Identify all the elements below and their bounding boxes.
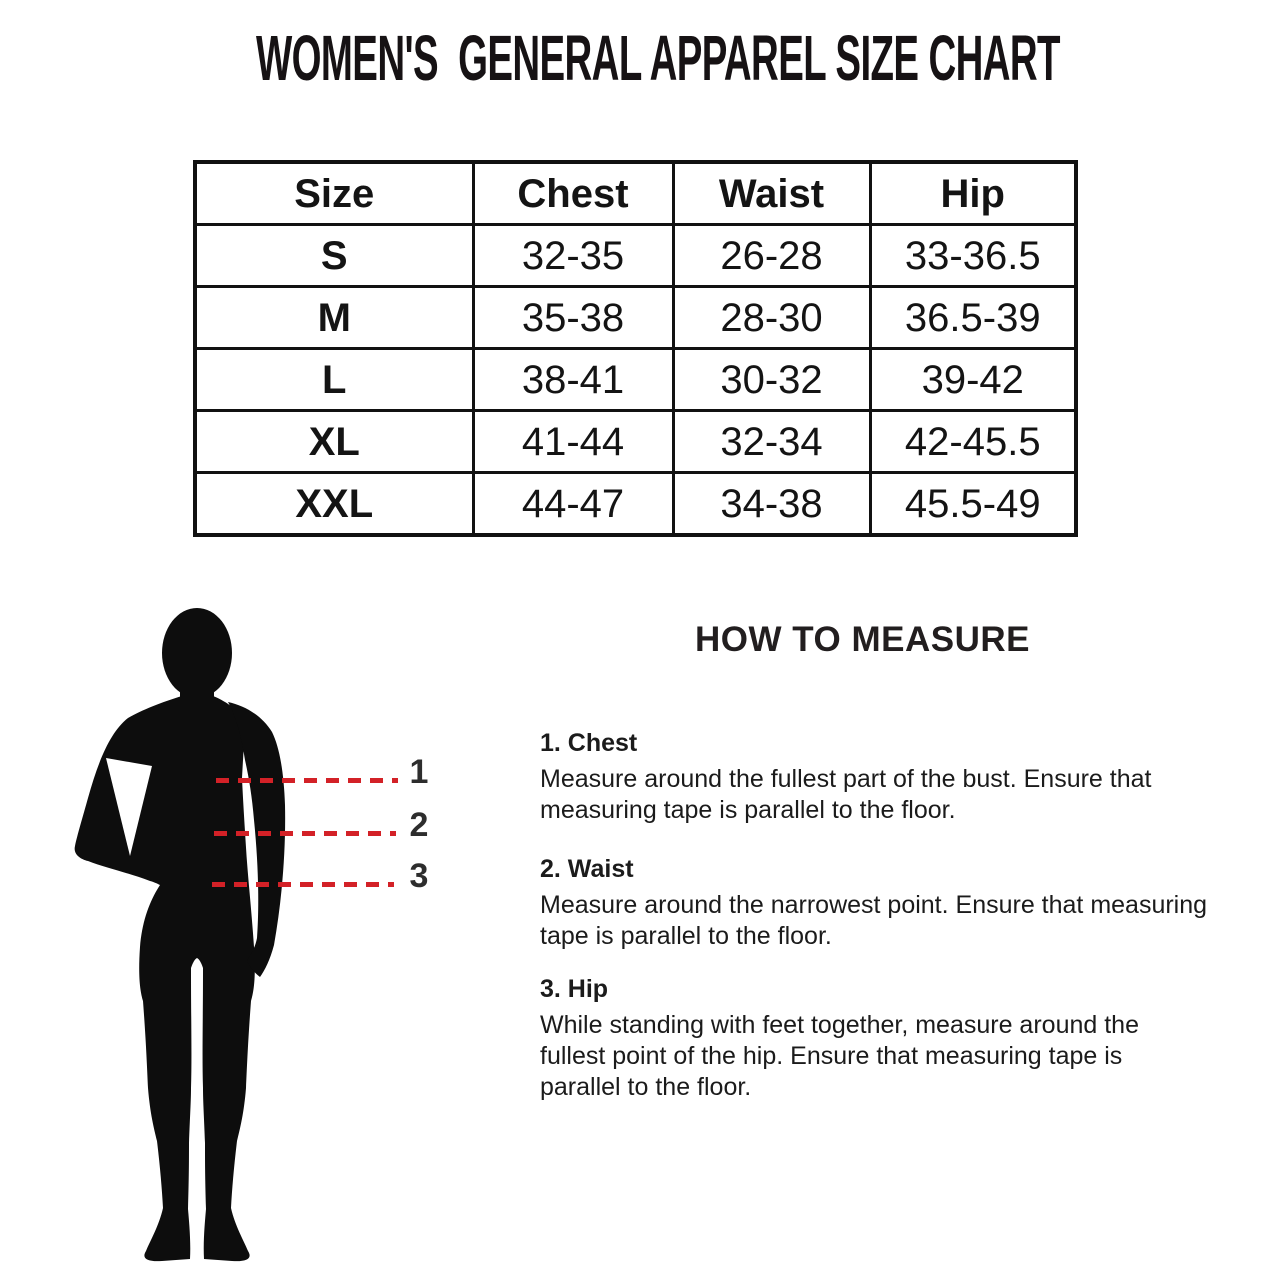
table-row-l: L 38-41 30-32 39-42 bbox=[193, 347, 1078, 412]
waist-value: 28-30 bbox=[671, 285, 872, 350]
size-label: XXL bbox=[193, 471, 475, 537]
chest-value: 35-38 bbox=[471, 285, 675, 350]
table-header-row: Size Chest Waist Hip bbox=[193, 160, 1078, 226]
size-label: L bbox=[193, 347, 475, 412]
measure-section-chest-text: Measure around the fullest part of the b… bbox=[540, 765, 1152, 824]
measurement-marker-2: 2 bbox=[409, 806, 429, 844]
table-row-s: S 32-35 26-28 33-36.5 bbox=[193, 223, 1078, 288]
measure-section-waist-label: 2. Waist bbox=[540, 855, 634, 883]
silhouette-head bbox=[162, 608, 232, 698]
measure-section-waist: 2. Waist Measure around the narrowest po… bbox=[540, 855, 1220, 952]
arm-torso-gap bbox=[106, 758, 152, 856]
measure-section-hip: 3. Hip While standing with feet together… bbox=[540, 975, 1220, 1103]
hip-value: 36.5-39 bbox=[868, 285, 1078, 350]
waist-value: 30-32 bbox=[671, 347, 872, 412]
size-label: M bbox=[193, 285, 475, 350]
chest-value: 41-44 bbox=[471, 409, 675, 474]
table-row-m: M 35-38 28-30 36.5-39 bbox=[193, 285, 1078, 350]
page-title: WOMEN'S GENERAL APPAREL SIZE CHART bbox=[256, 22, 1060, 94]
hip-value: 39-42 bbox=[868, 347, 1078, 412]
table-row-xxl: XXL 44-47 34-38 45.5-49 bbox=[193, 471, 1078, 537]
chest-value: 32-35 bbox=[471, 223, 675, 288]
size-label: XL bbox=[193, 409, 475, 474]
waist-value: 32-34 bbox=[671, 409, 872, 474]
measure-section-hip-label: 3. Hip bbox=[540, 975, 609, 1003]
silhouette-right-arm bbox=[228, 702, 286, 977]
measurement-line-chest bbox=[216, 778, 398, 783]
size-label: S bbox=[193, 223, 475, 288]
hip-value: 33-36.5 bbox=[868, 223, 1078, 288]
silhouette-body bbox=[74, 696, 255, 1262]
column-header-size: Size bbox=[193, 160, 475, 226]
column-header-hip: Hip bbox=[868, 160, 1078, 226]
measurement-marker-1: 1 bbox=[409, 753, 429, 791]
measurement-line-waist bbox=[214, 831, 396, 836]
size-chart-table: Size Chest Waist Hip S 32-35 26-28 33-36… bbox=[193, 160, 1078, 537]
hip-value: 45.5-49 bbox=[868, 471, 1078, 537]
measure-section-chest-label: 1. Chest bbox=[540, 729, 638, 757]
female-silhouette-figure bbox=[74, 608, 286, 1262]
table-row-xl: XL 41-44 32-34 42-45.5 bbox=[193, 409, 1078, 474]
column-header-waist: Waist bbox=[671, 160, 872, 226]
waist-value: 26-28 bbox=[671, 223, 872, 288]
chest-value: 44-47 bbox=[471, 471, 675, 537]
measurement-marker-3: 3 bbox=[409, 857, 429, 895]
chest-value: 38-41 bbox=[471, 347, 675, 412]
hip-value: 42-45.5 bbox=[868, 409, 1078, 474]
measure-section-chest: 1. Chest Measure around the fullest part… bbox=[540, 729, 1220, 826]
measure-section-waist-text: Measure around the narrowest point. Ensu… bbox=[540, 891, 1208, 950]
measurement-line-hip bbox=[212, 882, 394, 887]
measure-section-hip-text: While standing with feet together, measu… bbox=[540, 1011, 1139, 1101]
how-to-measure-heading: HOW TO MEASURE bbox=[695, 620, 1030, 659]
column-header-chest: Chest bbox=[471, 160, 675, 226]
waist-value: 34-38 bbox=[671, 471, 872, 537]
